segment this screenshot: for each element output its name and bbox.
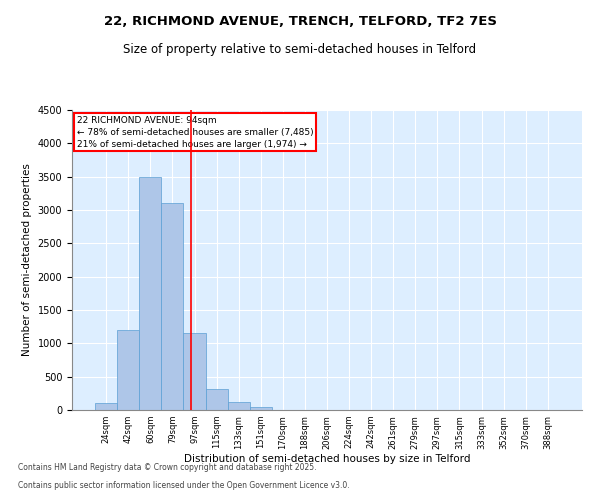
Text: 22 RICHMOND AVENUE: 94sqm
← 78% of semi-detached houses are smaller (7,485)
21% : 22 RICHMOND AVENUE: 94sqm ← 78% of semi-… xyxy=(77,116,314,148)
Bar xyxy=(227,402,250,410)
Text: Size of property relative to semi-detached houses in Telford: Size of property relative to semi-detach… xyxy=(124,42,476,56)
Bar xyxy=(95,404,117,410)
Bar xyxy=(161,204,184,410)
Y-axis label: Number of semi-detached properties: Number of semi-detached properties xyxy=(22,164,32,356)
Bar xyxy=(117,330,139,410)
Bar xyxy=(250,406,272,410)
Text: Contains public sector information licensed under the Open Government Licence v3: Contains public sector information licen… xyxy=(18,481,350,490)
Bar xyxy=(184,334,206,410)
Text: 22, RICHMOND AVENUE, TRENCH, TELFORD, TF2 7ES: 22, RICHMOND AVENUE, TRENCH, TELFORD, TF… xyxy=(104,15,497,28)
Bar xyxy=(139,176,161,410)
Text: Contains HM Land Registry data © Crown copyright and database right 2025.: Contains HM Land Registry data © Crown c… xyxy=(18,464,317,472)
X-axis label: Distribution of semi-detached houses by size in Telford: Distribution of semi-detached houses by … xyxy=(184,454,470,464)
Bar xyxy=(206,388,227,410)
